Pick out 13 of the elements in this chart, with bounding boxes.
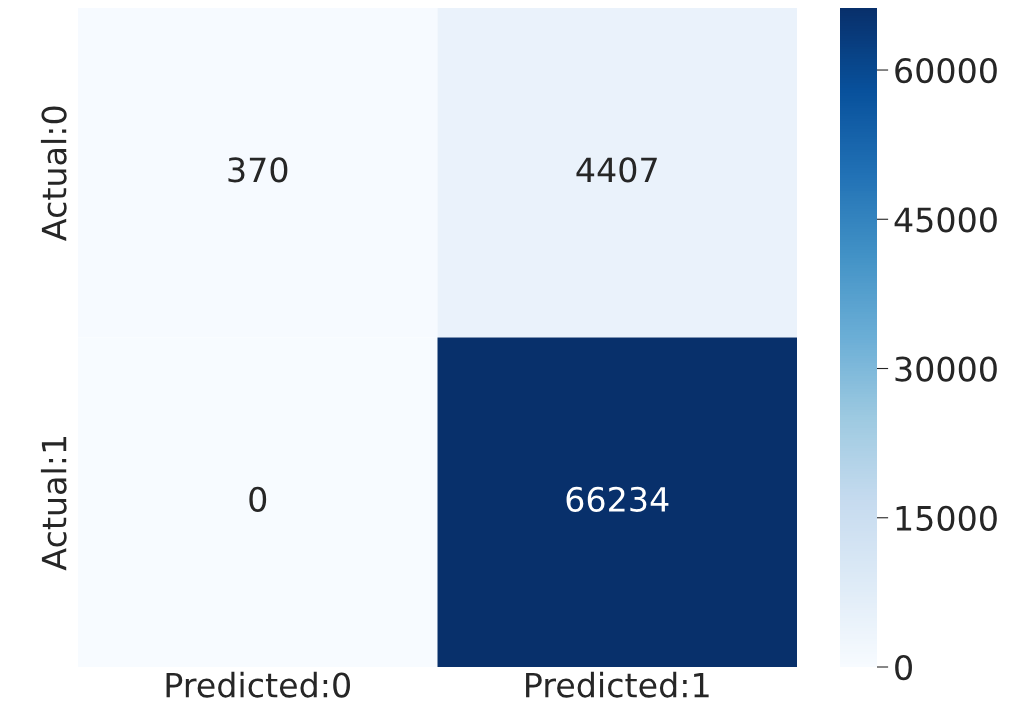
color-bar-label: 15000 xyxy=(896,505,997,531)
data-label: 0 xyxy=(249,486,267,512)
x-tick-label: Predicted:1 xyxy=(526,671,709,698)
data-label: 370 xyxy=(228,157,288,183)
color-bar-label: 0 xyxy=(895,654,912,681)
color-bar-label: 45000 xyxy=(894,207,997,233)
y-tick-label: Actual:1 xyxy=(40,436,67,571)
y-tick-label: Actual:0 xyxy=(40,106,67,241)
data-label: 66234 xyxy=(566,486,669,512)
x-tick-label: Predicted:0 xyxy=(166,671,350,698)
color-bar-label: 30000 xyxy=(895,356,997,382)
color-bar-label: 60000 xyxy=(895,57,997,84)
data-label: 4407 xyxy=(576,157,657,183)
